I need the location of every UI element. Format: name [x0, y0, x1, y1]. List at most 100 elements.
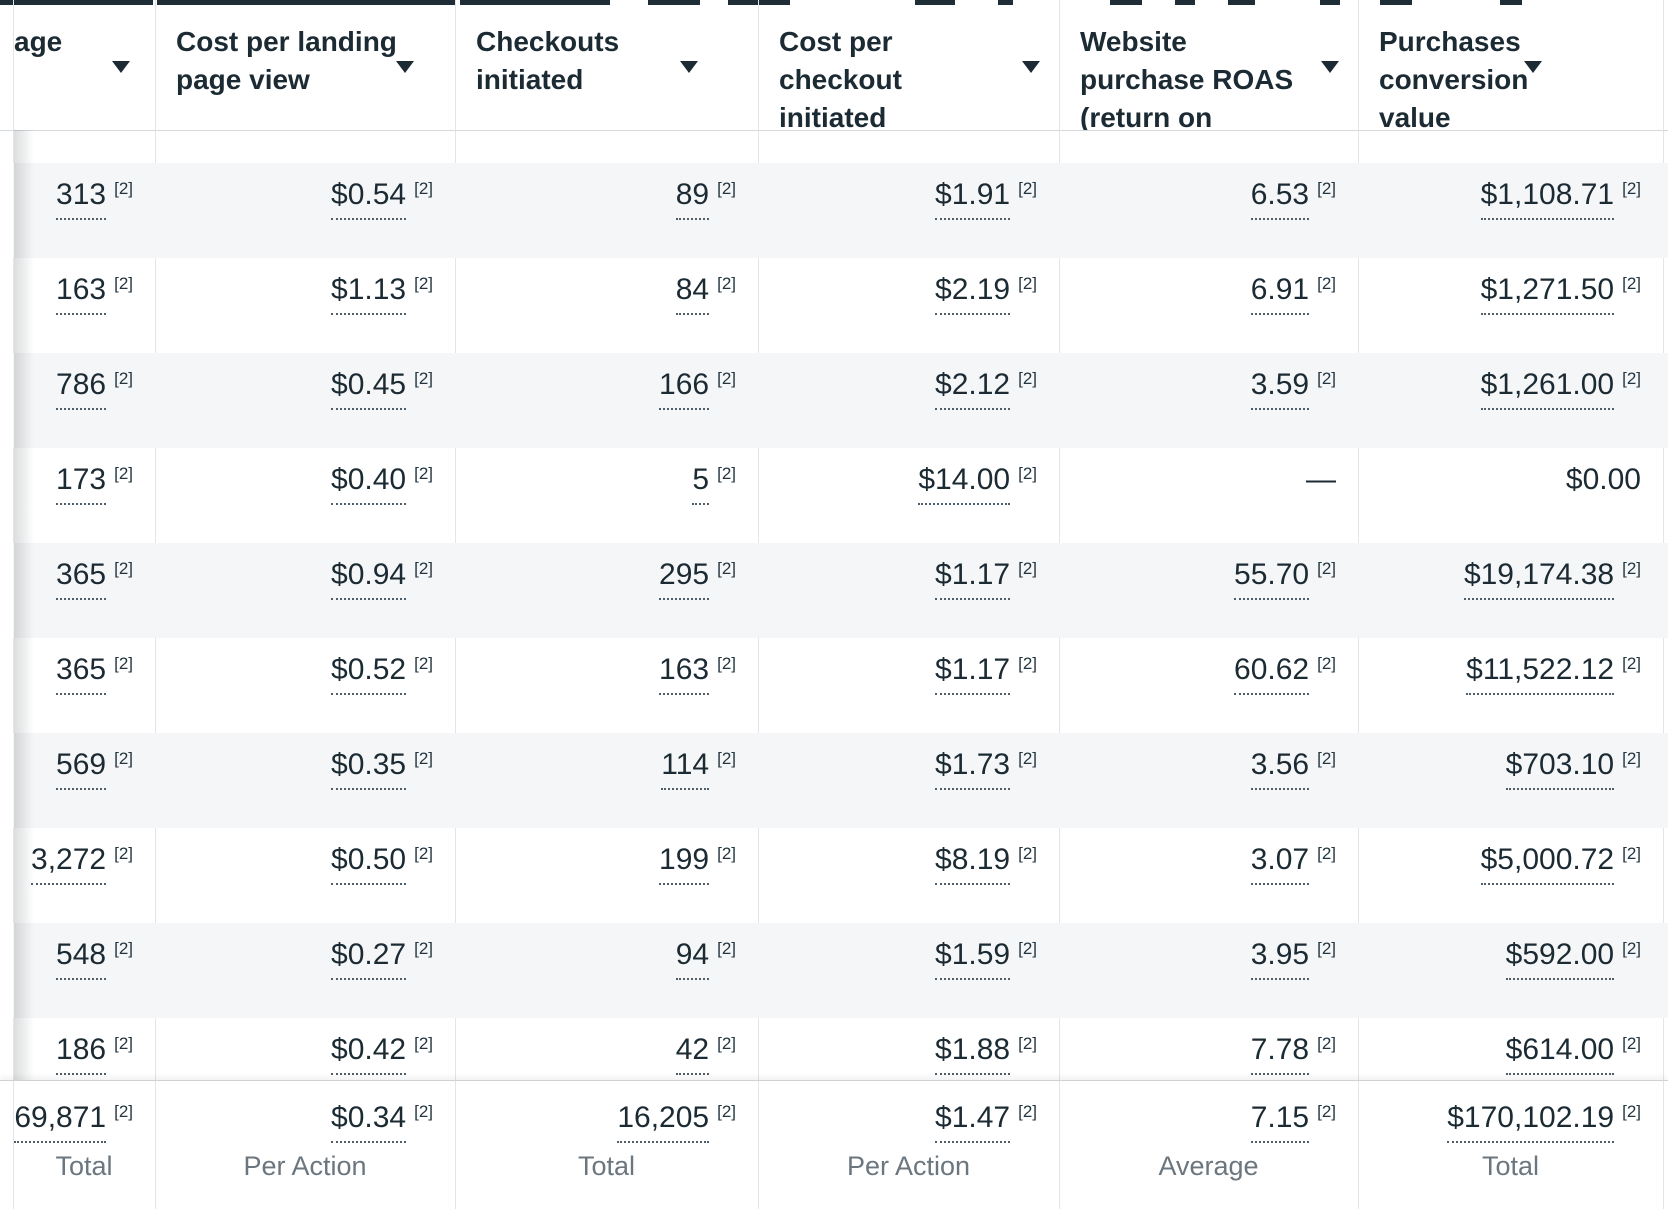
metric-value[interactable]: 186	[56, 1032, 107, 1075]
footnote-marker: [2]	[114, 179, 133, 198]
total-value[interactable]: 16,205	[617, 1100, 710, 1143]
metric-value[interactable]: $0.45	[331, 367, 407, 410]
metric-value[interactable]: 114	[661, 747, 710, 790]
metric-cell: 94 [2]	[455, 937, 758, 1003]
metric-value[interactable]: $1,261.00	[1480, 367, 1615, 410]
metric-value[interactable]: 55.70	[1234, 557, 1310, 600]
metric-value[interactable]: $11,522.12	[1466, 652, 1615, 695]
total-type-label: Per Action	[243, 1151, 367, 1181]
metric-value[interactable]: 6.53	[1250, 177, 1310, 220]
metric-value[interactable]: $1.59	[935, 937, 1011, 980]
footnote-marker: [2]	[1317, 939, 1336, 958]
footnote-marker: [2]	[414, 939, 433, 958]
sort-descending-icon[interactable]	[1524, 61, 1542, 73]
metric-value[interactable]: 548	[56, 937, 107, 980]
metric-value[interactable]: 42	[675, 1032, 710, 1075]
metric-value[interactable]: $1,108.71	[1480, 177, 1615, 220]
column-header-checkouts-initiated[interactable]: Checkouts initiated	[455, 5, 758, 130]
metric-value[interactable]: 365	[56, 652, 107, 695]
metric-value[interactable]: 89	[675, 177, 710, 220]
metric-value[interactable]: 786	[56, 367, 107, 410]
metric-cell: $1,108.71 [2]	[1358, 177, 1663, 243]
metric-value[interactable]: $1.73	[935, 747, 1011, 790]
metric-value[interactable]: 313	[56, 177, 107, 220]
metric-value[interactable]: 295	[659, 557, 710, 600]
footnote-marker: [2]	[1018, 369, 1037, 388]
metric-value[interactable]: 199	[659, 842, 710, 885]
sort-descending-icon[interactable]	[1321, 61, 1339, 73]
metric-cell: $1.17 [2]	[758, 557, 1059, 623]
metric-value[interactable]: 365	[56, 557, 107, 600]
metric-value[interactable]: $0.35	[331, 747, 407, 790]
footnote-marker: [2]	[1018, 274, 1037, 293]
total-value[interactable]: $1.47	[935, 1100, 1011, 1143]
column-header-cost-per-landing-page-view[interactable]: Cost per landing page view	[155, 5, 455, 130]
metric-value[interactable]: $1.17	[935, 652, 1011, 695]
metric-value[interactable]: $1,271.50	[1480, 272, 1615, 315]
footnote-marker: [2]	[1018, 1102, 1037, 1121]
metric-value[interactable]: $703.10	[1505, 747, 1615, 790]
metric-value[interactable]: $0.27	[331, 937, 407, 980]
metric-value[interactable]: 3.56	[1250, 747, 1310, 790]
metric-cell: $1.88 [2]	[758, 1032, 1059, 1098]
total-value[interactable]: $170,102.19	[1447, 1100, 1615, 1143]
metric-value[interactable]: $0.50	[331, 842, 407, 885]
metric-value[interactable]: 163	[56, 272, 107, 315]
sort-descending-icon[interactable]	[112, 61, 130, 73]
metric-value[interactable]: 163	[659, 652, 710, 695]
metric-value[interactable]: 7.78	[1250, 1032, 1310, 1075]
metric-cell: $1.17 [2]	[758, 652, 1059, 718]
metric-cell: 6.91 [2]	[1059, 272, 1358, 338]
column-header-purchases-conversion-value[interactable]: Purchases conversion value	[1358, 5, 1663, 130]
metric-value[interactable]: $0.54	[331, 177, 407, 220]
metric-value[interactable]: $592.00	[1505, 937, 1615, 980]
metric-value[interactable]: 3.07	[1250, 842, 1310, 885]
footnote-marker: [2]	[1317, 844, 1336, 863]
metric-value[interactable]: $1.88	[935, 1032, 1011, 1075]
footnote-marker: [2]	[414, 369, 433, 388]
metric-value[interactable]: 166	[659, 367, 710, 410]
footnote-marker: [2]	[1018, 559, 1037, 578]
total-value[interactable]: 69,871	[14, 1100, 107, 1143]
column-header-website-purchase-roas[interactable]: Website purchase ROAS (return on	[1059, 5, 1358, 130]
metric-value[interactable]: $1.17	[935, 557, 1011, 600]
footnote-marker: [2]	[414, 654, 433, 673]
column-header-label: initiated	[476, 64, 584, 95]
metric-value[interactable]: $8.19	[935, 842, 1011, 885]
metric-value[interactable]: 3,272	[31, 842, 107, 885]
metric-value[interactable]: $2.19	[935, 272, 1011, 315]
metric-value[interactable]: 5	[692, 462, 710, 505]
metric-value[interactable]: 60.62	[1234, 652, 1310, 695]
metric-cell: $8.19 [2]	[758, 842, 1059, 908]
metric-value[interactable]: $0.40	[331, 462, 407, 505]
metric-cell: $11,522.12 [2]	[1358, 652, 1663, 718]
metric-value[interactable]: 6.91	[1250, 272, 1310, 315]
column-header-cost-per-checkout-initiated[interactable]: Cost per checkout initiated	[758, 5, 1059, 130]
metric-value[interactable]: 173	[56, 462, 107, 505]
column-header-landing-page-truncated[interactable]: age	[13, 5, 155, 130]
total-value[interactable]: $0.34	[331, 1100, 407, 1143]
footnote-marker: [2]	[1018, 464, 1037, 483]
metric-value[interactable]: 3.59	[1250, 367, 1310, 410]
metric-value[interactable]: $0.42	[331, 1032, 407, 1075]
metric-value[interactable]: $5,000.72	[1480, 842, 1615, 885]
footnote-marker: [2]	[1622, 369, 1641, 388]
metric-value[interactable]: $1.13	[331, 272, 407, 315]
sort-descending-icon[interactable]	[680, 61, 698, 73]
metric-value[interactable]: $19,174.38	[1463, 557, 1615, 600]
metric-value[interactable]: $614.00	[1505, 1032, 1615, 1075]
metric-value[interactable]: 3.95	[1250, 937, 1310, 980]
footnote-marker: [2]	[1018, 939, 1037, 958]
metric-value[interactable]: $0.52	[331, 652, 407, 695]
total-value[interactable]: 7.15	[1250, 1100, 1310, 1143]
metric-value[interactable]: $2.12	[935, 367, 1011, 410]
metric-value[interactable]: $0.94	[331, 557, 407, 600]
footnote-marker: [2]	[1018, 749, 1037, 768]
sort-descending-icon[interactable]	[396, 61, 414, 73]
metric-value[interactable]: $14.00	[918, 462, 1011, 505]
metric-value[interactable]: 94	[675, 937, 710, 980]
metric-value[interactable]: 84	[675, 272, 710, 315]
metric-value[interactable]: $1.91	[935, 177, 1011, 220]
metric-value[interactable]: 569	[56, 747, 107, 790]
sort-descending-icon[interactable]	[1022, 61, 1040, 73]
